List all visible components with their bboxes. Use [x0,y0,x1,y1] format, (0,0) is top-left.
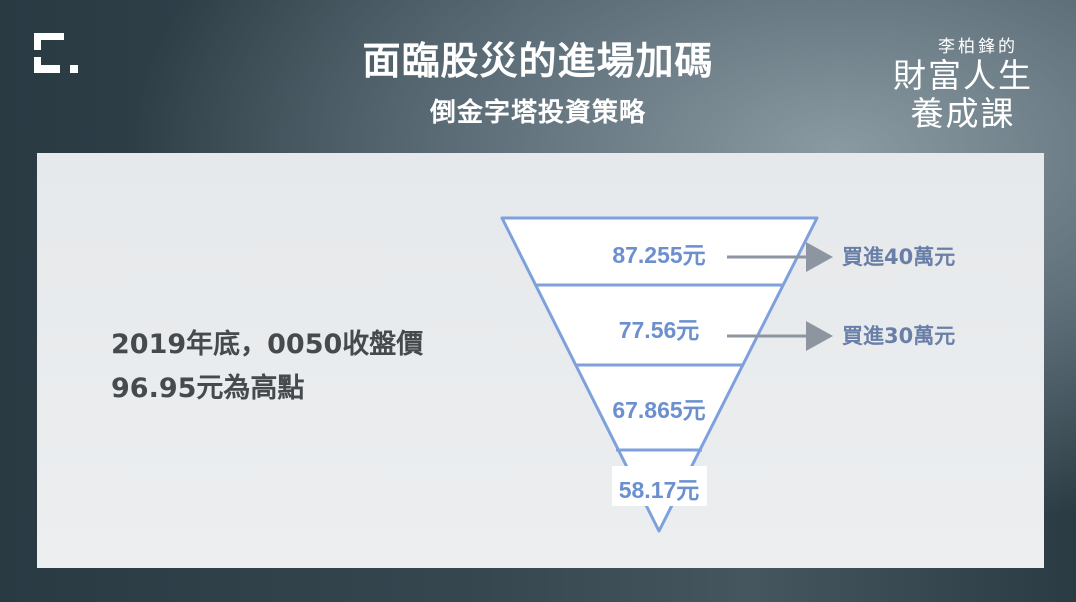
level-action-1: 買進40萬元 [842,245,955,269]
funnel-shape [500,216,819,533]
description-line-2: 96.95元為高點 [111,373,305,404]
brand-line-1: 財富人生 [893,56,1033,95]
level-action-2: 買進30萬元 [842,324,955,348]
funnel-outline [500,216,819,533]
page-subtitle: 倒金字塔投資策略 [429,98,646,128]
brand-block: 李柏鋒的 財富人生 養成課 [888,32,1038,133]
brand-line-2: 養成課 [910,94,1016,133]
description-line-1: 2019年底，0050收盤價 [111,329,424,360]
inverted-pyramid-diagram: 87.255元 77.56元 67.865元 58.17元 買進40萬元 買進3… [500,216,955,533]
brand-logo-icon [34,33,78,73]
description: 2019年底，0050收盤價 96.95元為高點 [111,323,423,411]
page-title: 面臨股災的進場加碼 [362,39,714,83]
level-price-3: 67.865元 [612,397,705,423]
brand-small-text: 李柏鋒的 [938,37,1018,57]
content-panel: 2019年底，0050收盤價 96.95元為高點 87.255元 77.56元 … [37,153,1044,568]
level-price-1: 87.255元 [612,242,705,268]
bottom-label-background [612,466,707,506]
level-price-4: 58.17元 [619,477,700,503]
level-price-2: 77.56元 [619,317,700,343]
